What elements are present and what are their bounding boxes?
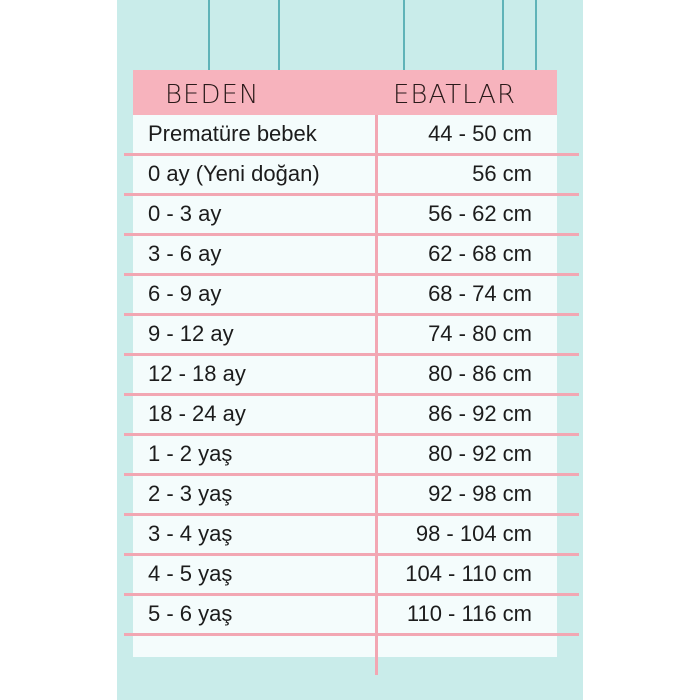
table-row: 0 ay (Yeni doğan) 56 cm xyxy=(0,155,700,196)
size-cell: 6 - 9 ay xyxy=(148,281,222,306)
row-divider xyxy=(124,153,579,156)
row-divider xyxy=(124,393,579,396)
table-header xyxy=(133,70,557,115)
dimension-cell: 110 - 116 cm xyxy=(406,601,532,626)
table-row: 3 - 4 yaş 98 - 104 cm xyxy=(0,515,700,556)
row-divider xyxy=(124,233,579,236)
row-divider xyxy=(124,633,579,636)
table-row: 3 - 6 ay 62 - 68 cm xyxy=(0,235,700,276)
hanging-string xyxy=(502,0,504,70)
table-row: 1 - 2 yaş 80 - 92 cm xyxy=(0,435,700,476)
table-row: 18 - 24 ay 86 - 92 cm xyxy=(0,395,700,436)
table-row: 5 - 6 yaş 110 - 116 cm xyxy=(0,595,700,636)
size-cell: 1 - 2 yaş xyxy=(148,441,233,466)
dimension-cell: 62 - 68 cm xyxy=(428,241,532,266)
hanging-string xyxy=(208,0,210,70)
table-row: 2 - 3 yaş 92 - 98 cm xyxy=(0,475,700,516)
row-divider xyxy=(124,273,579,276)
dimension-cell: 56 - 62 cm xyxy=(428,201,532,226)
dimension-cell: 104 - 110 cm xyxy=(405,561,532,586)
size-cell: 0 ay (Yeni doğan) xyxy=(148,161,320,186)
size-cell: 12 - 18 ay xyxy=(148,361,246,386)
table-row: 9 - 12 ay 74 - 80 cm xyxy=(0,315,700,356)
row-divider xyxy=(124,513,579,516)
header-dimensions: EBATLAR xyxy=(393,80,517,110)
size-cell: 2 - 3 yaş xyxy=(148,481,233,506)
dimension-cell: 56 cm xyxy=(472,161,532,186)
table-row: 0 - 3 ay 56 - 62 cm xyxy=(0,195,700,236)
dimension-cell: 80 - 86 cm xyxy=(428,361,532,386)
size-cell: Prematüre bebek xyxy=(148,121,317,146)
dimension-cell: 74 - 80 cm xyxy=(428,321,532,346)
dimension-cell: 80 - 92 cm xyxy=(428,441,532,466)
size-cell: 3 - 6 ay xyxy=(148,241,222,266)
dimension-cell: 86 - 92 cm xyxy=(428,401,532,426)
row-divider xyxy=(124,553,579,556)
row-divider xyxy=(124,473,579,476)
hanging-string xyxy=(535,0,537,70)
size-cell: 9 - 12 ay xyxy=(148,321,234,346)
size-cell: 18 - 24 ay xyxy=(148,401,246,426)
row-divider xyxy=(124,353,579,356)
size-cell: 3 - 4 yaş xyxy=(148,521,233,546)
size-cell: 5 - 6 yaş xyxy=(148,601,233,626)
header-size: BEDEN xyxy=(165,80,260,110)
row-divider xyxy=(124,433,579,436)
dimension-cell: 98 - 104 cm xyxy=(415,521,532,546)
dimension-cell: 44 - 50 cm xyxy=(428,121,532,146)
size-chart-card xyxy=(133,70,557,657)
dimension-cell: 92 - 98 cm xyxy=(428,481,532,506)
hanging-string xyxy=(403,0,405,70)
row-divider xyxy=(124,593,579,596)
hanging-string xyxy=(278,0,280,70)
row-divider xyxy=(124,313,579,316)
table-row: 4 - 5 yaş 104 - 110 cm xyxy=(0,555,700,596)
dimension-cell: 68 - 74 cm xyxy=(428,281,532,306)
table-row: Prematüre bebek 44 - 50 cm xyxy=(0,115,700,156)
row-divider xyxy=(124,193,579,196)
size-cell: 4 - 5 yaş xyxy=(148,561,233,586)
size-cell: 0 - 3 ay xyxy=(148,201,222,226)
table-row: 6 - 9 ay 68 - 74 cm xyxy=(0,275,700,316)
table-row: 12 - 18 ay 80 - 86 cm xyxy=(0,355,700,396)
